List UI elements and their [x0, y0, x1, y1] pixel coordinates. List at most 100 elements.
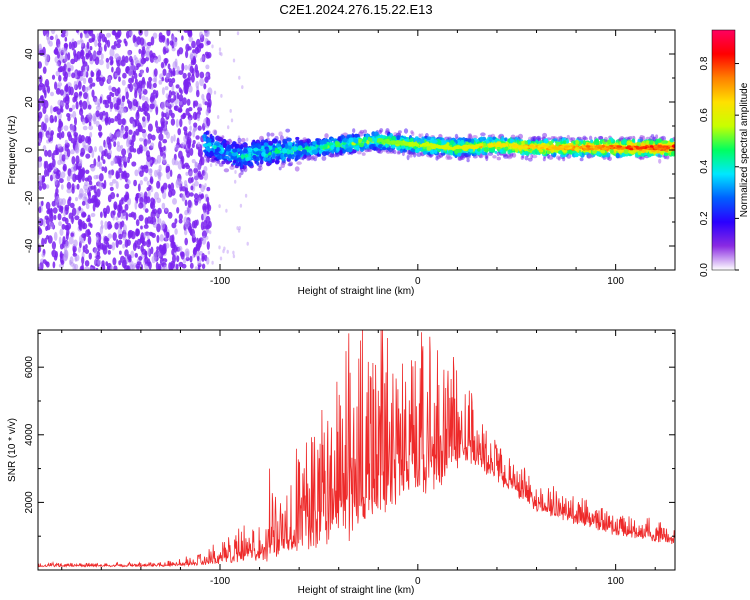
noise-speckle — [71, 72, 76, 79]
noise-speckle — [142, 164, 148, 170]
noise-speckle — [109, 186, 114, 192]
spectral-cell — [391, 145, 396, 149]
spectral-cell — [221, 147, 225, 153]
spectral-peak-cell — [551, 146, 558, 150]
noise-speckle — [130, 231, 136, 240]
noise-speckle — [241, 85, 244, 90]
spectral-cell — [312, 141, 317, 146]
noise-speckle — [128, 152, 132, 159]
spectral-peak-cell — [524, 145, 528, 149]
noise-speckle — [106, 62, 110, 70]
noise-speckle — [111, 86, 117, 92]
noise-speckle — [116, 141, 120, 147]
noise-speckle — [57, 99, 62, 106]
noise-speckle — [55, 187, 59, 195]
noise-speckle — [61, 30, 67, 35]
noise-speckle — [65, 225, 70, 231]
y-tick-label: 6000 — [24, 356, 35, 379]
spectral-cell — [449, 140, 455, 145]
spectral-peak-cell — [578, 146, 583, 149]
spectral-peak-cell — [386, 139, 390, 143]
spectral-cell — [257, 162, 263, 168]
noise-speckle — [193, 100, 199, 107]
noise-speckle — [185, 108, 190, 116]
noise-speckle — [121, 148, 127, 157]
spectral-cell — [506, 155, 513, 160]
spectral-cell — [433, 149, 438, 154]
noise-speckle — [206, 257, 210, 265]
spectral-cell — [609, 148, 614, 154]
noise-speckle — [67, 116, 71, 122]
noise-speckle — [167, 183, 171, 189]
noise-speckle — [67, 131, 72, 138]
noise-speckle — [93, 184, 97, 194]
noise-speckle — [38, 103, 41, 111]
spectral-cell — [365, 139, 370, 145]
noise-speckle — [209, 163, 213, 168]
noise-speckle — [115, 239, 119, 248]
noise-speckle — [65, 103, 70, 110]
noise-speckle — [44, 168, 48, 178]
noise-speckle — [125, 130, 128, 139]
noise-speckle — [66, 181, 72, 190]
noise-speckle — [183, 135, 188, 143]
noise-speckle — [189, 262, 194, 269]
noise-speckle — [95, 234, 100, 243]
noise-speckle — [141, 50, 145, 59]
noise-speckle — [204, 101, 209, 106]
noise-speckle — [160, 35, 166, 41]
spectral-cell — [226, 138, 233, 145]
noise-speckle — [67, 67, 71, 72]
noise-speckle — [191, 68, 195, 77]
spectral-cell — [422, 150, 428, 155]
spectral-cell — [426, 145, 432, 151]
spectral-cell — [665, 155, 670, 160]
noise-speckle — [38, 84, 43, 91]
noise-speckle — [150, 142, 155, 148]
noise-speckle — [197, 141, 201, 147]
spectral-cell — [361, 152, 366, 156]
noise-speckle — [173, 94, 177, 101]
noise-speckle — [49, 132, 54, 142]
noise-speckle — [72, 173, 77, 183]
noise-speckle — [132, 121, 136, 129]
noise-speckle — [104, 237, 110, 242]
noise-speckle — [89, 46, 93, 51]
noise-speckle — [172, 198, 177, 205]
noise-speckle — [118, 233, 123, 240]
noise-speckle — [238, 226, 241, 230]
noise-speckle — [206, 92, 212, 102]
noise-speckle — [38, 227, 43, 235]
noise-speckle — [63, 55, 68, 62]
spectral-cell — [222, 142, 228, 148]
noise-speckle — [117, 118, 123, 126]
noise-speckle — [199, 31, 203, 38]
spectral-cell — [524, 150, 529, 156]
spectral-cell — [657, 154, 661, 158]
noise-speckle — [55, 88, 61, 95]
spectral-peak-cell — [625, 146, 630, 150]
noise-speckle — [85, 144, 91, 152]
noise-speckle — [76, 183, 80, 190]
noise-speckle — [167, 63, 171, 70]
noise-speckle — [122, 244, 125, 249]
spectral-cell — [481, 150, 485, 155]
noise-speckle — [146, 232, 150, 240]
noise-speckle — [144, 217, 149, 225]
noise-speckle — [140, 225, 143, 230]
spectral-cell — [607, 156, 612, 162]
noise-speckle — [78, 165, 82, 174]
noise-speckle — [61, 198, 66, 206]
spectral-cell — [240, 154, 245, 160]
noise-speckle — [162, 112, 167, 118]
spectral-cell — [658, 158, 662, 164]
noise-speckle — [65, 232, 69, 241]
noise-speckle — [50, 105, 53, 114]
noise-speckle — [63, 63, 67, 71]
spectral-cell — [538, 149, 544, 153]
noise-speckle — [104, 220, 108, 230]
noise-speckle — [147, 190, 151, 197]
noise-speckle — [83, 30, 88, 34]
noise-speckle — [104, 143, 108, 149]
noise-speckle — [118, 93, 121, 99]
